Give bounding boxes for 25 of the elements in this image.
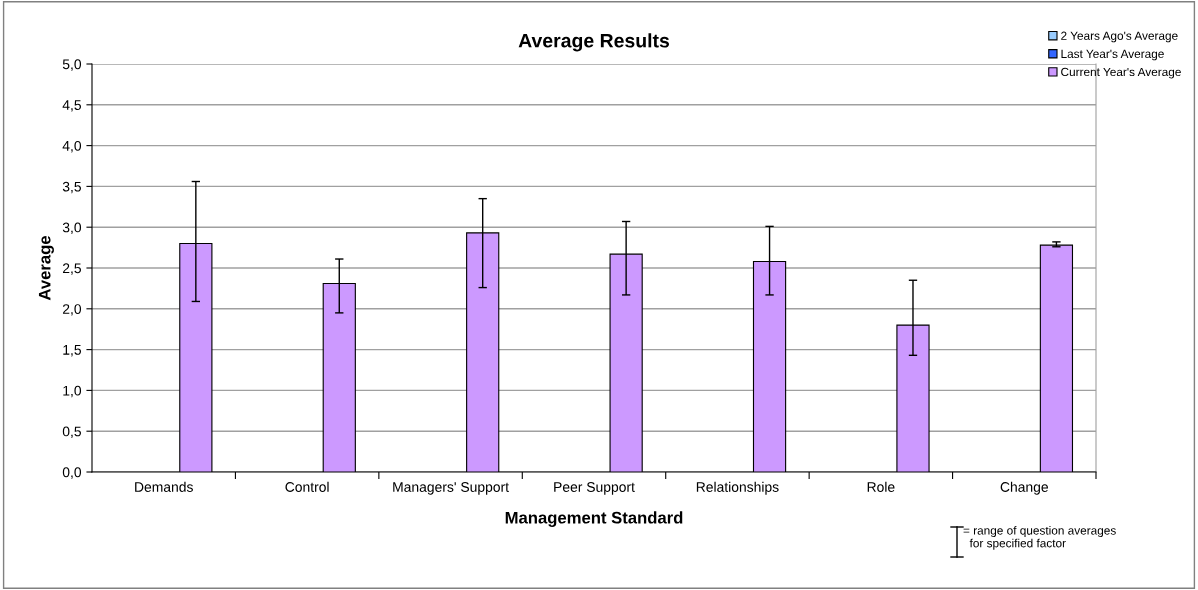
y-tick-label: 1,5 xyxy=(63,345,81,357)
x-tick-label: Change xyxy=(1000,481,1048,495)
x-tick-label: Demands xyxy=(135,481,193,492)
y-tick-label: 4,5 xyxy=(62,100,81,112)
x-tick-label: Control xyxy=(285,481,329,492)
y-tick-label: 0,0 xyxy=(62,467,82,479)
x-tick-label: Peer Support xyxy=(554,482,635,495)
y-tick-label: 2,0 xyxy=(62,304,82,316)
x-tick-label: Role xyxy=(867,481,895,492)
text: = range of question averages for specified factor xyxy=(963,526,1116,550)
chart-title: Average Results xyxy=(518,33,670,52)
y-axis-title: Average xyxy=(38,235,54,301)
y-tick-label: 1,0 xyxy=(63,385,82,398)
y-tick-label: 3,5 xyxy=(62,181,81,194)
x-axis-title: Management Standard xyxy=(505,511,683,527)
y-tick-label: 0,5 xyxy=(62,426,81,439)
legend-label: Current Year's Average xyxy=(1061,67,1181,79)
x-tick-label: Managers' Support xyxy=(393,482,509,495)
y-tick-label: 4,0 xyxy=(62,140,82,153)
legend-label: Last Year's Average xyxy=(1061,49,1164,61)
y-tick-label: 5,0 xyxy=(62,59,82,71)
x-tick-label: Relationships xyxy=(696,481,779,495)
legend-label: 2 Years Ago's Average xyxy=(1061,31,1178,43)
y-tick-label: 3,0 xyxy=(62,222,82,235)
y-tick-label: 2,5 xyxy=(62,263,81,275)
